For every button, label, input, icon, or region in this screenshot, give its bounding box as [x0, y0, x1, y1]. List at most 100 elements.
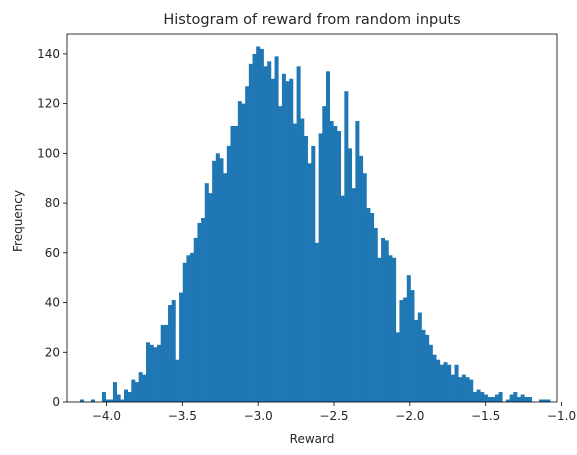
plot-frame — [66, 33, 558, 403]
histogram-bar — [131, 379, 136, 402]
histogram-bar — [90, 399, 95, 402]
histogram-bar — [146, 342, 151, 402]
histogram-bar — [454, 364, 459, 402]
histogram-bar — [171, 300, 176, 402]
histogram-bar — [197, 222, 202, 402]
histogram-bar — [303, 135, 308, 402]
histogram-bar — [527, 397, 532, 402]
histogram-bar — [300, 118, 305, 402]
histogram-bar — [520, 394, 525, 402]
histogram-bar — [362, 173, 367, 402]
histogram-bar — [432, 354, 437, 402]
x-tick-label: −4.0 — [92, 409, 121, 423]
histogram-bar — [494, 394, 499, 402]
histogram-bar — [447, 364, 452, 402]
histogram-bar — [237, 101, 242, 402]
histogram-bar — [491, 397, 496, 402]
histogram-bar — [311, 145, 316, 402]
histogram-bar — [256, 46, 261, 403]
histogram-bar — [348, 148, 353, 402]
histogram-bar — [245, 86, 250, 402]
histogram-bar — [399, 300, 404, 402]
x-tick-label: −2.0 — [395, 409, 424, 423]
histogram-bar — [542, 399, 547, 402]
histogram-bar — [337, 130, 342, 402]
histogram-bar — [296, 66, 301, 402]
histogram-bar — [465, 377, 470, 402]
y-axis-ticks: 0 20 40 60 80 100 120 140 — [37, 47, 67, 409]
histogram-bar — [436, 359, 441, 402]
histogram-bar — [384, 240, 389, 402]
histogram-bar — [322, 106, 327, 403]
histogram-bar — [123, 389, 128, 402]
histogram-bar — [175, 359, 180, 402]
histogram-bar — [505, 399, 510, 402]
histogram-bar — [79, 399, 84, 402]
y-tick-label: 0 — [52, 395, 60, 409]
histogram-bar — [351, 188, 356, 402]
histogram-bar — [274, 56, 279, 402]
histogram-bar — [388, 255, 393, 402]
x-tick-label: −1.0 — [547, 409, 576, 423]
histogram-bar — [458, 377, 463, 402]
histogram-bar — [112, 382, 117, 402]
histogram-bar — [524, 397, 529, 402]
histogram-bar — [516, 397, 521, 402]
histogram-bar — [263, 66, 268, 402]
y-tick-label: 60 — [45, 246, 60, 260]
y-axis-label: Frequency — [11, 190, 25, 252]
x-axis-ticks: −4.0 −3.5 −3.0 −2.5 −2.0 −1.5 −1.0 — [92, 402, 576, 423]
histogram-bar — [157, 344, 162, 402]
histogram-bar — [428, 344, 433, 402]
x-tick-label: −3.0 — [244, 409, 273, 423]
histogram-bar — [325, 71, 330, 403]
histogram-bar — [513, 392, 518, 402]
y-tick-label: 140 — [37, 47, 60, 61]
x-tick-label: −2.5 — [319, 409, 348, 423]
y-tick-label: 20 — [45, 345, 60, 359]
histogram-bar — [289, 78, 294, 402]
histogram-bar — [190, 252, 195, 402]
histogram-bar — [392, 257, 397, 402]
histogram-bar — [476, 389, 481, 402]
histogram-bar — [193, 237, 198, 402]
histogram-bar — [546, 399, 551, 402]
histogram-bar — [278, 106, 283, 403]
histogram-bar — [153, 347, 158, 402]
histogram-bar — [370, 213, 375, 402]
histogram-bar — [307, 163, 312, 402]
histogram-bar — [439, 364, 444, 402]
histogram-bar — [241, 103, 246, 403]
histogram-bar — [230, 126, 235, 402]
histogram-bar — [223, 173, 228, 402]
histogram-bar — [138, 372, 143, 402]
histogram-bar — [285, 81, 290, 403]
y-tick-label: 80 — [45, 196, 60, 210]
histogram-bar — [359, 155, 364, 402]
histogram-bar — [127, 392, 132, 402]
histogram-bar — [414, 319, 419, 402]
histogram-bar — [410, 290, 415, 402]
histogram-bar — [403, 297, 408, 402]
histogram-bar — [480, 392, 485, 402]
histogram-bar — [344, 91, 349, 402]
histogram-bar — [164, 324, 169, 402]
histogram-bar — [450, 374, 455, 402]
histogram-bar — [443, 362, 448, 402]
histogram-bar — [134, 382, 140, 402]
histogram-bar — [406, 275, 411, 402]
y-tick-label: 100 — [37, 146, 60, 160]
histogram-bar — [160, 324, 165, 402]
histogram-bar — [186, 255, 191, 402]
histogram-bars — [79, 46, 551, 403]
histogram-bar — [212, 160, 217, 402]
histogram-bar — [461, 374, 466, 402]
histogram-bar — [292, 123, 297, 402]
histogram-bar — [252, 53, 257, 402]
histogram-bar — [201, 218, 206, 402]
histogram-bar — [333, 126, 338, 402]
x-tick-label: −3.5 — [168, 409, 197, 423]
histogram-bar — [215, 153, 220, 402]
histogram-bar — [483, 394, 488, 402]
